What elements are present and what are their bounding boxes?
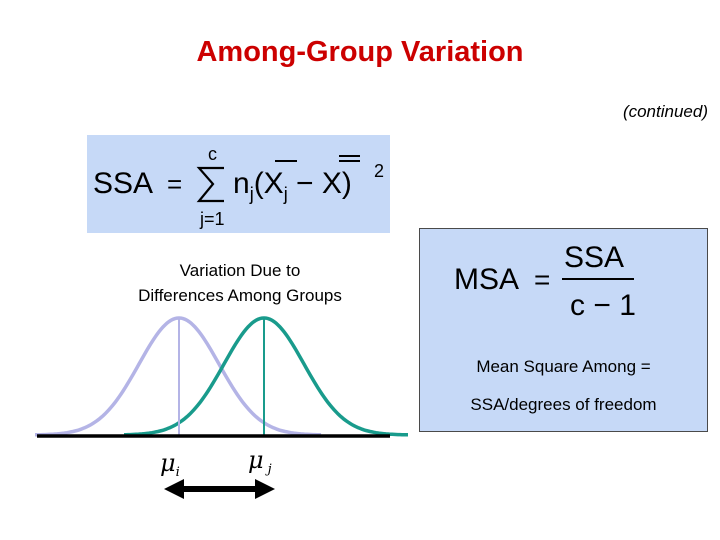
variation-caption: Variation Due to Differences Among Group… <box>90 258 390 308</box>
ssa-exponent: 2 <box>374 161 384 181</box>
msa-note-line-1: Mean Square Among = <box>476 357 651 376</box>
msa-numerator: SSA <box>564 241 624 274</box>
ssa-term: nj(Xj − X) <box>233 167 352 204</box>
ssa-formula: SSA = c j=1 nj(Xj − X) 2 <box>93 144 384 229</box>
msa-note-line-2: SSA/degrees of freedom <box>470 395 657 414</box>
msa-note: Mean Square Among = SSA/degrees of freed… <box>419 348 708 424</box>
group-j-curve <box>124 316 408 437</box>
sum-upper-limit: c <box>208 144 217 164</box>
msa-lhs: MSA <box>454 263 519 296</box>
caption-line-2: Differences Among Groups <box>138 286 342 305</box>
msa-formula-box: MSA = SSA c − 1 <box>419 228 708 432</box>
caption-line-1: Variation Due to <box>179 261 301 280</box>
msa-formula: MSA = SSA c − 1 <box>454 241 636 322</box>
difference-double-arrow <box>164 479 275 499</box>
sum-lower-limit: j=1 <box>199 209 225 229</box>
ssa-equals: = <box>167 169 182 199</box>
ssa-formula-box: SSA = c j=1 nj(Xj − X) 2 <box>87 135 390 233</box>
ssa-lhs: SSA <box>93 167 153 200</box>
mu-i-label: μi <box>160 449 180 480</box>
msa-denominator: c − 1 <box>570 289 636 322</box>
sigma-symbol <box>196 166 224 203</box>
msa-equals: = <box>534 264 550 295</box>
continued-label: (continued) <box>622 102 708 121</box>
slide-title: Among-Group Variation <box>196 36 524 68</box>
